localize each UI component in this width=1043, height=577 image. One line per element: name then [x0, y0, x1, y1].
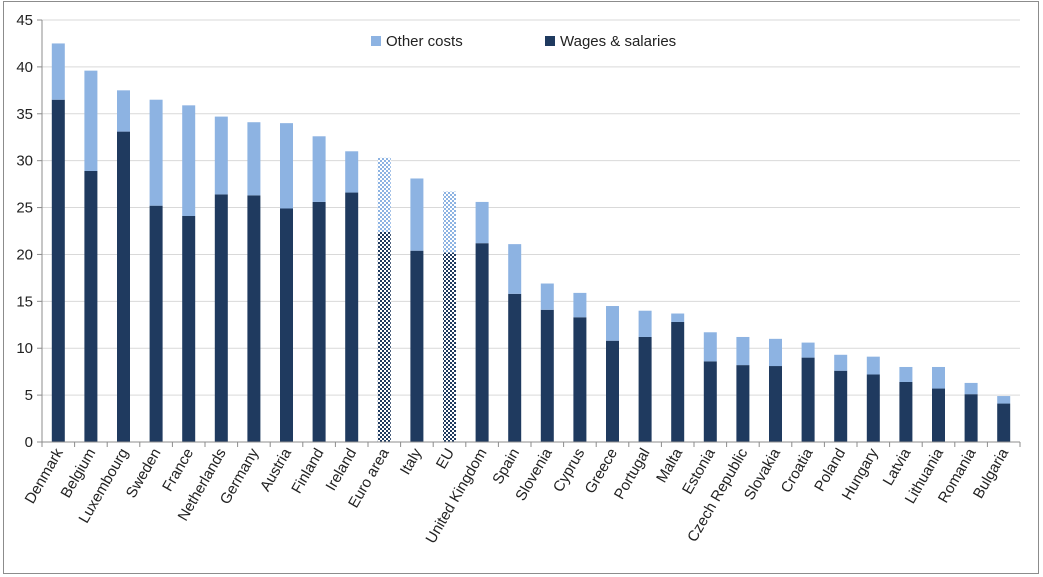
bar-other-austria — [280, 123, 293, 209]
bar-wages-euro-area — [377, 231, 391, 442]
y-tick-label: 15 — [16, 293, 33, 310]
bar-wages-eu — [443, 252, 456, 442]
bar-wages-belgium — [84, 170, 98, 442]
bar-other-czech-republic — [736, 336, 750, 366]
y-tick-label: 5 — [25, 387, 33, 404]
bar-wages-estonia — [703, 361, 717, 442]
bar-wages-cyprus — [573, 317, 587, 442]
bar-other-netherlands — [214, 116, 228, 195]
bar-wages-croatia — [801, 357, 815, 442]
bar-other-germany — [247, 122, 261, 196]
bar-wages-sweden — [149, 205, 163, 442]
bar-wages-hungary — [866, 374, 880, 442]
bar-wages-denmark — [51, 99, 65, 442]
bar-wages-spain — [508, 293, 522, 442]
x-tick-label: United Kingdom — [422, 445, 490, 546]
bar-wages-malta — [671, 321, 685, 442]
bar-other-spain — [508, 244, 522, 294]
bar-other-cyprus — [573, 292, 587, 318]
bar-other-latvia — [899, 366, 913, 382]
bar-other-italy — [410, 178, 424, 251]
bar-wages-ireland — [345, 192, 359, 442]
bar-other-eu — [443, 191, 456, 253]
x-tick-label: Latvia — [880, 445, 915, 489]
bar-wages-france — [182, 215, 196, 442]
bars — [51, 43, 1011, 442]
bar-wages-italy — [410, 250, 424, 442]
bar-wages-slovakia — [769, 366, 782, 442]
legend: Other costs Wages & salaries — [371, 33, 676, 50]
bar-wages-luxembourg — [117, 131, 130, 442]
bar-other-bulgaria — [997, 396, 1011, 404]
bar-other-united-kingdom — [475, 201, 489, 244]
y-tick-label: 45 — [16, 12, 33, 29]
x-tick-label: Italy — [397, 445, 426, 478]
bar-other-hungary — [866, 356, 880, 375]
bar-wages-poland — [834, 370, 848, 442]
bar-other-poland — [834, 354, 848, 371]
y-tick-label: 20 — [16, 246, 33, 263]
bar-other-luxembourg — [117, 90, 130, 132]
bar-wages-netherlands — [214, 194, 228, 442]
bar-wages-czech-republic — [736, 365, 750, 442]
bar-other-croatia — [801, 342, 815, 358]
x-tick-label: Croatia — [778, 445, 817, 496]
x-tick-label: Finland — [288, 446, 327, 497]
y-tick-label: 10 — [16, 340, 33, 357]
bar-other-malta — [671, 313, 685, 322]
bar-other-france — [182, 105, 196, 216]
bar-other-greece — [606, 306, 619, 341]
y-tick-label: 30 — [16, 153, 33, 170]
bar-wages-bulgaria — [997, 403, 1011, 442]
bar-wages-greece — [606, 340, 619, 442]
bar-wages-portugal — [638, 336, 652, 442]
bar-wages-united-kingdom — [475, 243, 489, 442]
bar-wages-latvia — [899, 381, 913, 442]
legend-swatch — [371, 36, 381, 46]
bar-wages-romania — [964, 394, 978, 442]
x-tick-label: EU — [433, 446, 458, 473]
bar-wages-austria — [280, 208, 293, 442]
bar-wages-finland — [312, 201, 326, 442]
legend-label: Wages & salaries — [560, 33, 676, 50]
y-tick-label: 35 — [16, 106, 33, 123]
bar-other-finland — [312, 136, 326, 202]
bar-other-lithuania — [932, 366, 945, 389]
bar-other-euro-area — [377, 157, 391, 232]
bar-wages-lithuania — [932, 388, 945, 442]
x-tick-label: Malta — [653, 445, 686, 486]
y-tick-label: 40 — [16, 59, 33, 76]
y-tick-label: 25 — [16, 200, 33, 217]
bar-other-portugal — [638, 310, 652, 337]
y-axis: 0 5 10 15 20 25 30 35 40 45 — [16, 12, 43, 451]
bar-other-sweden — [149, 99, 163, 206]
gridlines — [42, 19, 1020, 396]
bar-other-romania — [964, 382, 978, 395]
legend-label: Other costs — [386, 33, 463, 50]
x-tick-label: Spain — [489, 446, 523, 488]
bar-other-slovakia — [769, 338, 782, 367]
bar-wages-slovenia — [540, 309, 554, 442]
y-tick-label: 0 — [25, 434, 33, 451]
legend-swatch — [545, 36, 555, 46]
x-axis: DenmarkBelgiumLuxembourgSwedenFranceNeth… — [22, 441, 1021, 546]
bar-other-belgium — [84, 70, 98, 171]
bar-wages-germany — [247, 195, 261, 442]
bar-other-slovenia — [540, 283, 554, 310]
bar-other-ireland — [345, 151, 359, 193]
bar-other-denmark — [51, 43, 65, 100]
x-tick-label: Denmark — [22, 445, 67, 507]
bar-other-estonia — [703, 332, 717, 362]
